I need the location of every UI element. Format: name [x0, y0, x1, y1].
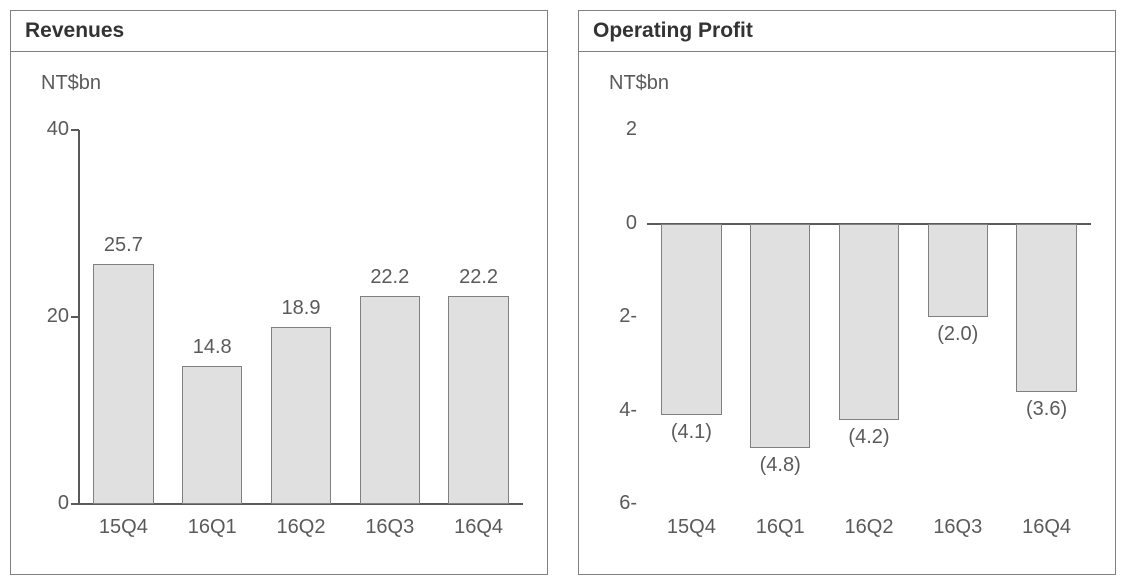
revenues-bar [360, 296, 420, 504]
revenues-ytick-label: 20 [25, 305, 69, 328]
opprofit-data-label: (4.2) [825, 426, 914, 449]
revenues-bar [271, 327, 331, 504]
revenues-ytick-label: 40 [25, 118, 69, 141]
revenues-unit-label: NT$bn [41, 72, 101, 95]
revenues-title: Revenues [11, 11, 547, 52]
revenues-ytick-label: 0 [25, 492, 69, 515]
opprofit-data-label: (3.6) [1002, 398, 1091, 421]
opprofit-bar [839, 224, 899, 420]
opprofit-ytick-label: 4- [593, 399, 637, 422]
revenues-bar [182, 366, 242, 504]
revenues-y-axis [78, 130, 80, 504]
revenues-data-label: 14.8 [168, 336, 257, 359]
revenues-category-label: 15Q4 [79, 516, 168, 539]
opprofit-ytick-label: 2- [593, 305, 637, 328]
opprofit-ytick-label: 2 [593, 118, 637, 141]
opprofit-data-label: (2.0) [913, 323, 1002, 346]
opprofit-category-label: 15Q4 [647, 516, 736, 539]
revenues-category-label: 16Q3 [345, 516, 434, 539]
opprofit-unit-label: NT$bn [609, 72, 669, 95]
opprofit-bar [1016, 224, 1076, 392]
opprofit-category-label: 16Q3 [913, 516, 1002, 539]
opprofit-panel: Operating Profit NT$bn 6- 4- 2- 0 2 (4.1) 15Q4 (… [578, 10, 1116, 575]
revenues-category-label: 16Q2 [257, 516, 346, 539]
opprofit-category-label: 16Q2 [825, 516, 914, 539]
opprofit-ytick-label: 6- [593, 492, 637, 515]
opprofit-data-label: (4.8) [736, 454, 825, 477]
revenues-data-label: 22.2 [345, 266, 434, 289]
opprofit-category-label: 16Q1 [736, 516, 825, 539]
opprofit-bar [928, 224, 988, 318]
opprofit-bar [661, 224, 721, 416]
opprofit-plot-area: NT$bn 6- 4- 2- 0 2 (4.1) 15Q4 (4.8) 16Q1 (4.2) 16Q2… [579, 52, 1117, 575]
revenues-data-label: 18.9 [257, 297, 346, 320]
opprofit-ytick-label: 0 [593, 212, 637, 235]
opprofit-bar [750, 224, 810, 448]
revenues-category-label: 16Q4 [434, 516, 523, 539]
opprofit-data-label: (4.1) [647, 421, 736, 444]
revenues-data-label: 25.7 [79, 234, 168, 257]
revenues-panel: Revenues NT$bn 0 20 40 25.7 15Q4 14.8 16Q1 18.9 1… [10, 10, 548, 575]
opprofit-title: Operating Profit [579, 11, 1115, 52]
revenues-plot-area: NT$bn 0 20 40 25.7 15Q4 14.8 16Q1 18.9 16Q2 22.2 16… [11, 52, 549, 575]
opprofit-category-label: 16Q4 [1002, 516, 1091, 539]
revenues-bar [93, 264, 153, 504]
revenues-data-label: 22.2 [434, 266, 523, 289]
revenues-category-label: 16Q1 [168, 516, 257, 539]
revenues-bar [448, 296, 508, 504]
